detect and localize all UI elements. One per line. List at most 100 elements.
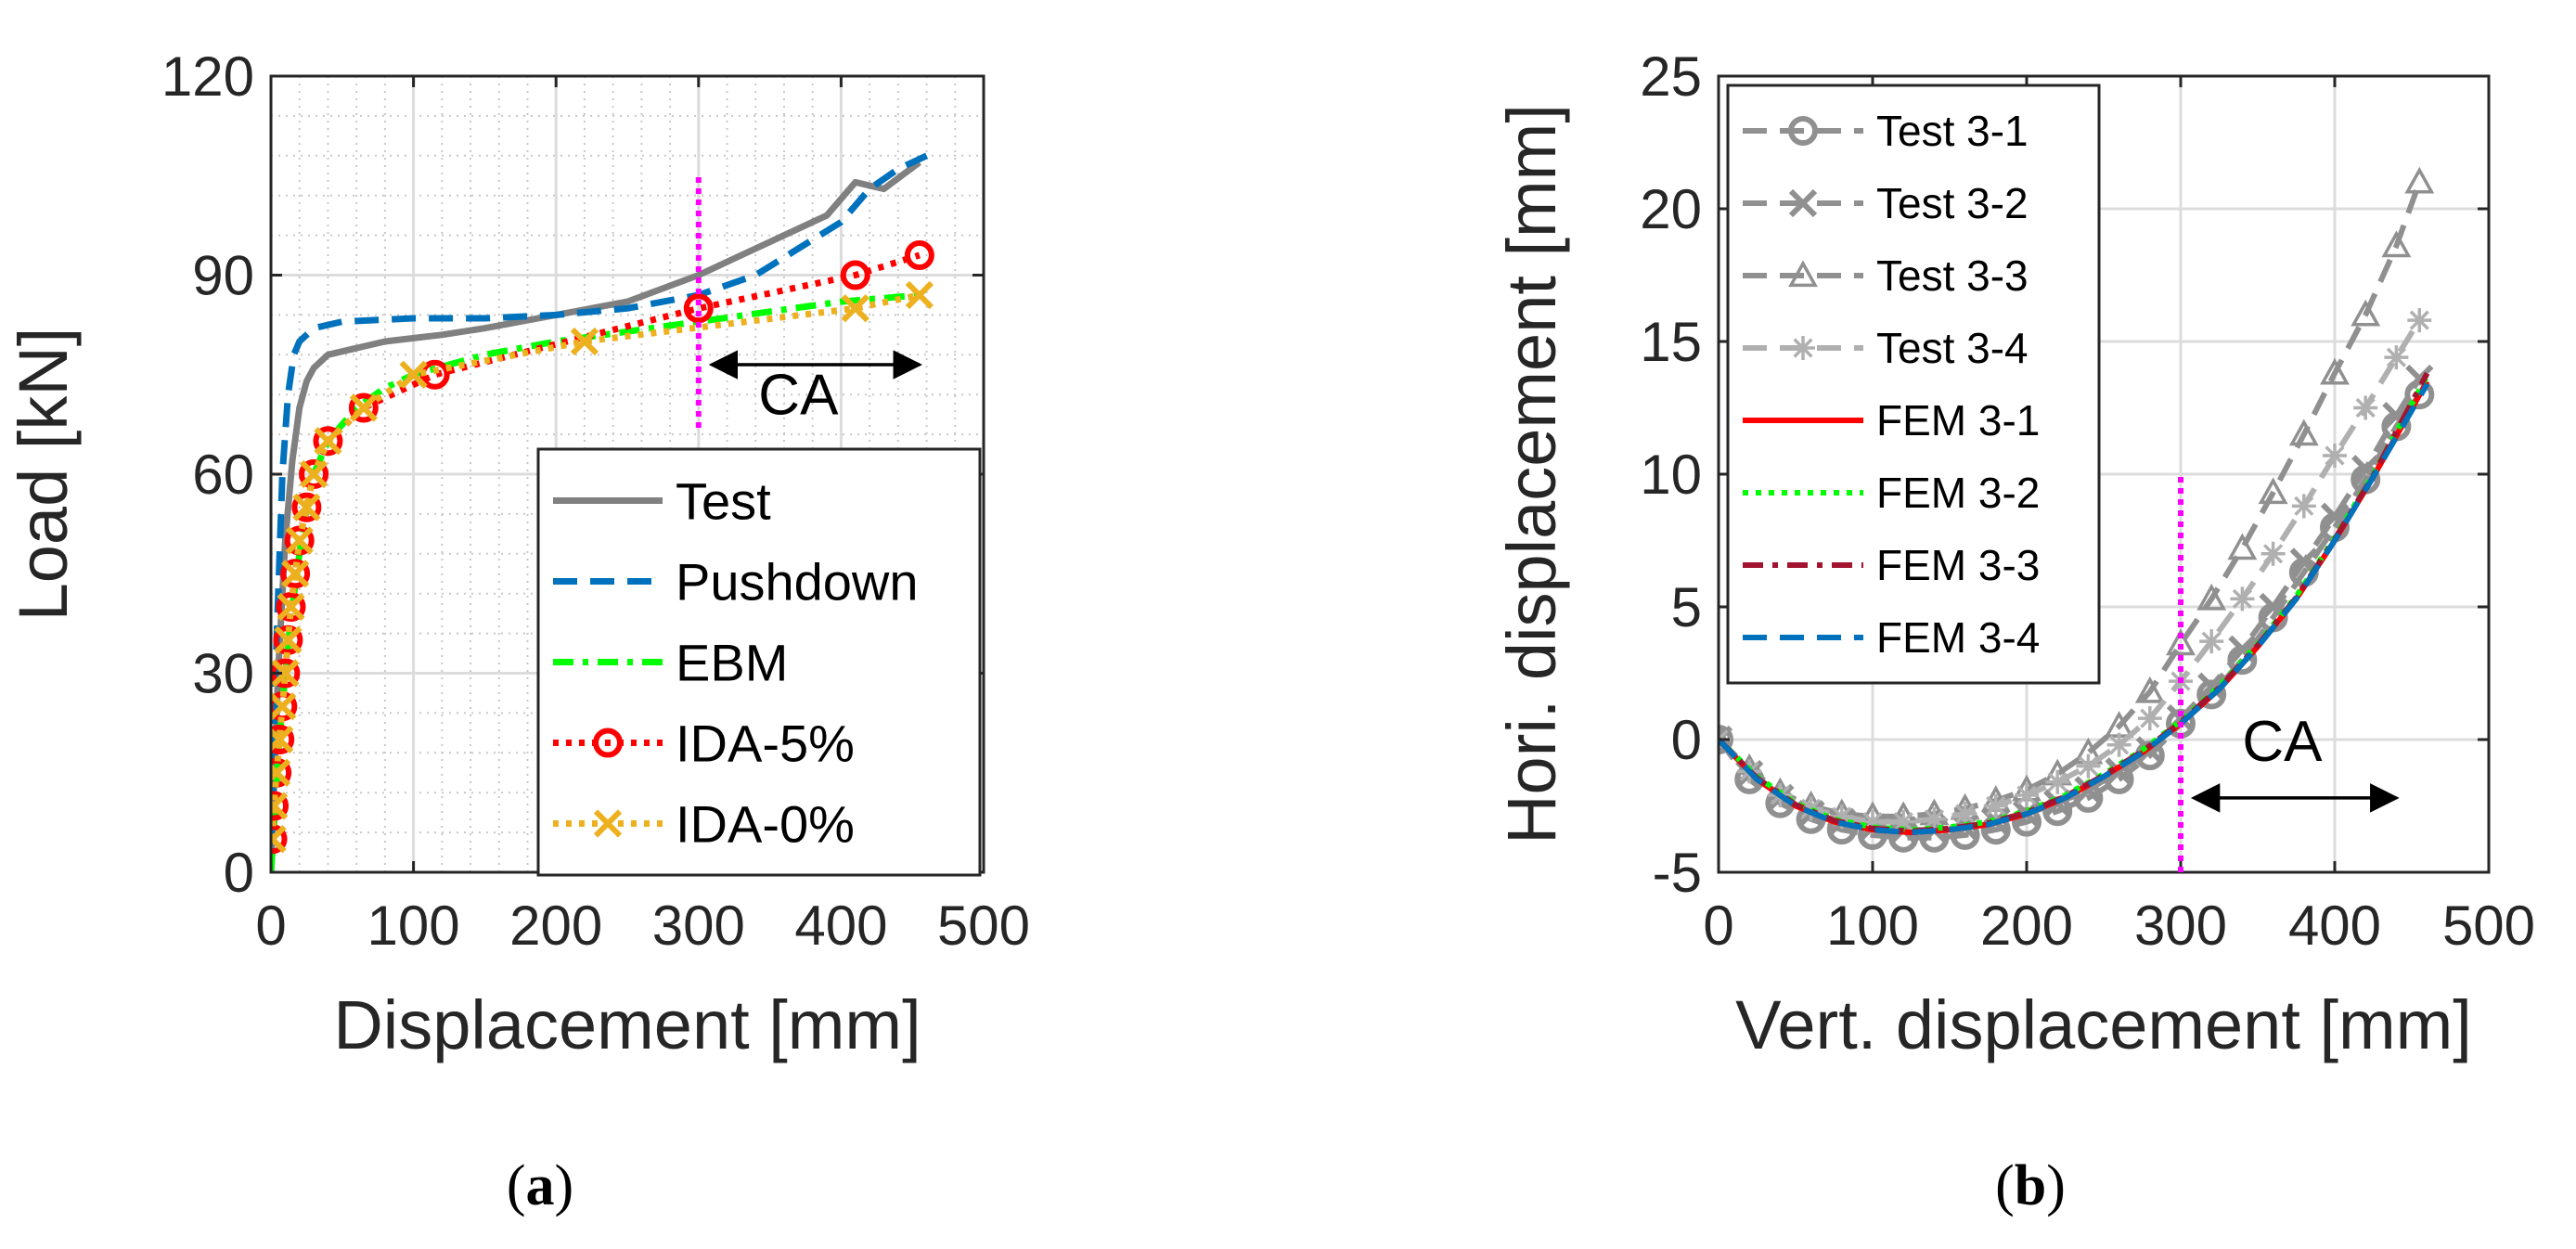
panel-label-close: ) xyxy=(555,1154,574,1217)
series-line-test-3-3 xyxy=(1719,181,2423,819)
data-point-ida-5- xyxy=(280,559,311,589)
data-point-test-3-4 xyxy=(2353,395,2378,420)
legend-marker xyxy=(1788,116,1818,146)
data-point-ida-0- xyxy=(271,758,291,787)
y-tick-label: 5 xyxy=(1671,576,1702,638)
data-point-test-3-4 xyxy=(1798,796,1823,821)
data-point-test-3-4 xyxy=(2137,706,2162,731)
data-point-ida-5- xyxy=(840,260,870,290)
data-point-test-3-4 xyxy=(2260,541,2286,566)
data-point-test-3-4 xyxy=(1829,804,1854,829)
data-point-test-3-3 xyxy=(2381,230,2412,258)
data-point-test-3-3 xyxy=(2351,299,2381,327)
plot-area xyxy=(1719,166,2435,853)
legend: Test 3-1 Test 3-2 Test 3-3 Test 3-4 FEM 3-1 F… xyxy=(1726,84,2101,685)
data-point-ida-0- xyxy=(271,792,289,820)
legend-item: FEM 3-1 xyxy=(1743,396,2040,444)
legend-item: Pushdown xyxy=(553,553,919,612)
y-axis-label: Hori. displacement [mm] xyxy=(1493,104,1570,844)
x-axis-label: Displacement [mm] xyxy=(333,986,921,1063)
data-point-ida-5- xyxy=(348,393,379,423)
legend-label: Test xyxy=(676,472,771,531)
data-point-ida-5- xyxy=(904,240,934,271)
data-point-ida-0- xyxy=(841,294,869,323)
data-point-test-3-4 xyxy=(2407,308,2432,333)
y-tick-label: 10 xyxy=(1640,444,1702,506)
data-point-test-3-2 xyxy=(2197,672,2226,701)
series-line-ida-0- xyxy=(271,291,921,840)
y-tick-label: 20 xyxy=(1640,178,1702,240)
data-point-ida-0- xyxy=(399,360,428,389)
y-tick-label: 15 xyxy=(1640,311,1702,373)
data-point-test-3-3 xyxy=(2288,418,2319,446)
data-point-ida-0- xyxy=(271,659,300,688)
data-point-test-3-3 xyxy=(2227,533,2258,560)
ca-annotation: CA xyxy=(2242,710,2323,774)
ca-annotation: CA xyxy=(758,364,839,428)
y-axis-label: Load [kN] xyxy=(5,328,82,622)
legend-label: IDA-5% xyxy=(676,715,855,773)
data-point-test-3-3 xyxy=(2196,583,2227,611)
legend-label: FEM 3-2 xyxy=(1876,469,2040,517)
panel-label-close: ) xyxy=(2046,1154,2066,1217)
legend-item: IDA-0% xyxy=(553,795,855,854)
plot-area xyxy=(271,152,934,872)
panel-label-letter: a xyxy=(526,1154,555,1217)
legend-label: FEM 3-4 xyxy=(1876,613,2040,662)
x-tick-label: 400 xyxy=(794,895,887,957)
data-point-test-3-4 xyxy=(1891,809,1916,834)
legend-marker xyxy=(1788,260,1818,288)
legend-item: Test 3-3 xyxy=(1743,251,2029,300)
data-point-test-3-3 xyxy=(2258,477,2288,505)
legend-item: FEM 3-4 xyxy=(1743,613,2040,662)
data-point-test-3-3 xyxy=(2404,166,2435,194)
x-tick-label: 500 xyxy=(937,895,1030,957)
data-point-test-3-4 xyxy=(2230,586,2255,612)
legend-item: FEM 3-3 xyxy=(1743,541,2040,589)
legend-marker xyxy=(593,809,623,838)
x-tick-label: 100 xyxy=(367,895,460,957)
data-point-ida-0- xyxy=(280,560,310,588)
legend-marker xyxy=(1788,188,1818,218)
legend-item: FEM 3-2 xyxy=(1743,469,2040,517)
series-line-pushdown xyxy=(271,152,929,872)
data-point-ida-0- xyxy=(292,493,321,521)
legend-label: Test 3-4 xyxy=(1876,324,2029,372)
data-point-test-3-4 xyxy=(2106,732,2132,757)
legend-item: Test xyxy=(553,472,771,531)
series-line-test xyxy=(271,160,921,872)
x-axis-label: Vert. displacement [mm] xyxy=(1735,986,2472,1063)
data-point-test-3-4 xyxy=(1861,809,1885,834)
legend-item: Test 3-4 xyxy=(1743,324,2029,372)
data-point-test-3-4 xyxy=(2384,345,2409,370)
data-point-ida-0- xyxy=(570,327,599,356)
data-point-ida-0- xyxy=(274,625,303,654)
series-line-test-3-4 xyxy=(1719,318,2422,825)
data-point-test-3-3 xyxy=(2320,357,2350,385)
data-point-test-3-4 xyxy=(2199,629,2224,654)
data-point-ida-0- xyxy=(271,825,287,854)
data-point-ida-0- xyxy=(285,526,314,555)
panel-label-open: ( xyxy=(1995,1154,2015,1217)
data-point-ida-0- xyxy=(271,692,297,721)
chart-load-displacement: 0 100 200 300 400 500 0 30 60 90 120 Displacement [… xyxy=(5,45,1030,1217)
panel-label: (b) xyxy=(1995,1154,2066,1217)
legend-label: Test 3-1 xyxy=(1876,107,2029,155)
data-point-test-3-4 xyxy=(2323,443,2347,468)
x-tick-label: 300 xyxy=(2134,895,2227,957)
legend-label: FEM 3-1 xyxy=(1876,396,2040,444)
x-tick-label: 0 xyxy=(1703,895,1733,957)
legend-box xyxy=(1726,84,2101,685)
data-point-ida-0- xyxy=(349,393,378,422)
data-point-ida-5- xyxy=(683,293,714,324)
x-tick-label: 200 xyxy=(1980,895,2073,957)
data-point-ida-5- xyxy=(271,725,295,754)
x-tick-label: 300 xyxy=(652,895,745,957)
x-tick-label: 100 xyxy=(1826,895,1919,957)
series-line-ebm xyxy=(271,291,921,872)
data-point-test-3-4 xyxy=(2291,494,2316,519)
legend-label: Test 3-3 xyxy=(1876,251,2029,300)
legend-label: EBM xyxy=(676,634,788,692)
